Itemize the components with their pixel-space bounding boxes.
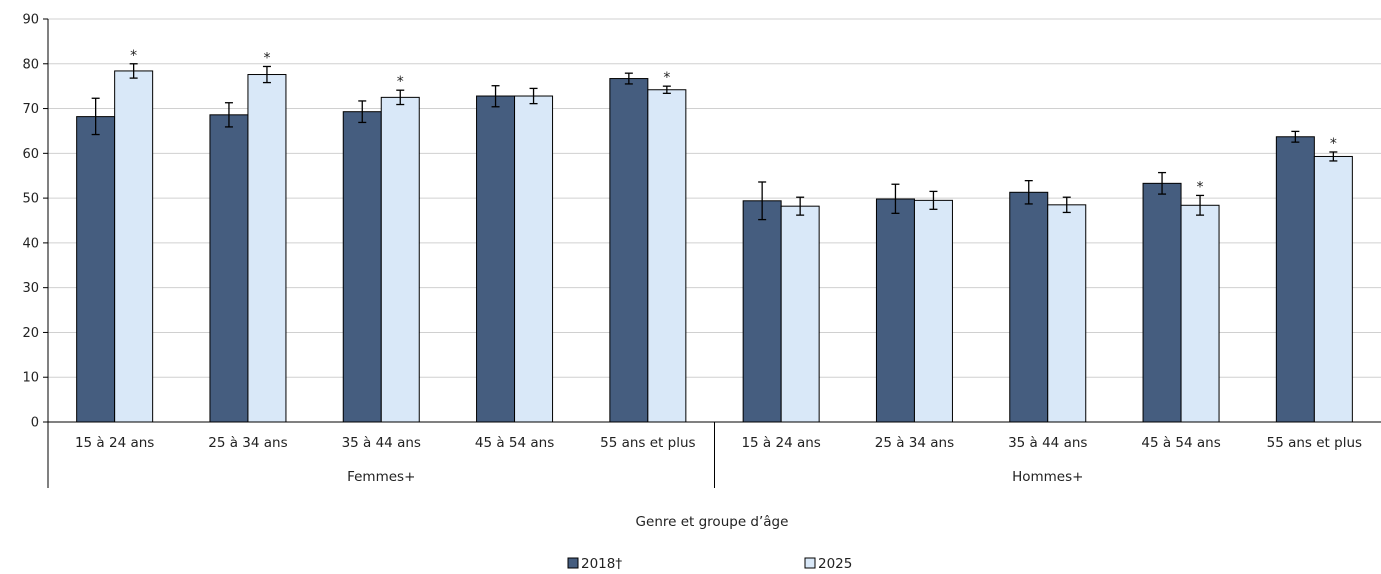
significance-marker: * bbox=[1197, 179, 1204, 195]
legend-label: 2018† bbox=[581, 556, 622, 572]
bar-2025-9 bbox=[1180, 204, 1220, 423]
bar-2025-4 bbox=[514, 95, 554, 423]
y-tick-label: 70 bbox=[22, 102, 39, 117]
x-category-label: 55 ans et plus bbox=[600, 435, 695, 451]
error-bars bbox=[91, 63, 1338, 221]
significance-marker: * bbox=[663, 70, 670, 86]
axes bbox=[47, 19, 1381, 488]
x-axis-category-labels: 15 à 24 ans 25 à 34 ans 35 à 44 ans 45 à 54… bbox=[75, 435, 1362, 451]
y-tick-label: 60 bbox=[22, 147, 39, 162]
bar-2018†-3 bbox=[342, 111, 382, 423]
x-category-label: 45 à 54 ans bbox=[1141, 435, 1220, 451]
y-tick-label: 50 bbox=[22, 192, 39, 207]
bar-2018†-10 bbox=[1275, 136, 1315, 423]
bar-2025-5 bbox=[647, 89, 687, 423]
bar-2025-6 bbox=[780, 205, 820, 423]
bar-2025-3 bbox=[380, 96, 420, 423]
x-group-label: Femmes+ bbox=[347, 469, 415, 485]
bar-2018†-6 bbox=[742, 200, 782, 423]
significance-marker: * bbox=[1330, 136, 1337, 152]
x-group-label: Hommes+ bbox=[1012, 469, 1083, 485]
bar-2018†-7 bbox=[875, 198, 915, 423]
bar-2025-10 bbox=[1313, 155, 1353, 423]
bar-2018†-5 bbox=[609, 78, 649, 423]
x-category-label: 15 à 24 ans bbox=[75, 435, 154, 451]
bar-2018†-2 bbox=[209, 114, 249, 423]
legend: 2018† 2025 bbox=[567, 556, 852, 572]
bar-2018†-9 bbox=[1142, 182, 1182, 423]
x-axis-group-labels: Femmes+ Hommes+ bbox=[347, 469, 1083, 485]
y-axis-ticks: 0 10 20 30 40 50 60 70 80 90 bbox=[22, 13, 48, 431]
y-tick-label: 80 bbox=[22, 57, 39, 72]
y-tick-label: 20 bbox=[22, 326, 39, 341]
significance-marker: * bbox=[130, 48, 137, 64]
y-tick-label: 10 bbox=[22, 371, 39, 386]
x-axis-title: Genre et groupe d’âge bbox=[636, 514, 789, 530]
legend-label: 2025 bbox=[818, 556, 852, 572]
bar-2025-2 bbox=[247, 74, 287, 423]
significance-marks: * * * * * * bbox=[130, 48, 1337, 196]
significance-marker: * bbox=[263, 50, 270, 66]
x-category-label: 25 à 34 ans bbox=[208, 435, 287, 451]
x-category-label: 15 à 24 ans bbox=[741, 435, 820, 451]
y-tick-label: 0 bbox=[31, 416, 39, 431]
bar-2025-1 bbox=[114, 70, 154, 423]
bar-2018†-8 bbox=[1009, 191, 1049, 423]
y-tick-label: 30 bbox=[22, 281, 39, 296]
legend-swatch bbox=[804, 557, 816, 569]
bar-2018†-1 bbox=[76, 116, 116, 423]
x-category-label: 55 ans et plus bbox=[1267, 435, 1362, 451]
bar-2025-7 bbox=[913, 199, 953, 423]
bar-2025-8 bbox=[1047, 204, 1087, 423]
significance-marker: * bbox=[397, 74, 404, 90]
legend-swatch bbox=[567, 557, 579, 569]
x-category-label: 25 à 34 ans bbox=[875, 435, 954, 451]
x-category-label: 35 à 44 ans bbox=[1008, 435, 1087, 451]
bars bbox=[76, 70, 1353, 423]
x-category-label: 45 à 54 ans bbox=[475, 435, 554, 451]
bar-2018†-4 bbox=[476, 95, 516, 423]
x-category-label: 35 à 44 ans bbox=[342, 435, 421, 451]
y-tick-label: 40 bbox=[22, 236, 39, 251]
y-tick-label: 90 bbox=[22, 13, 39, 28]
